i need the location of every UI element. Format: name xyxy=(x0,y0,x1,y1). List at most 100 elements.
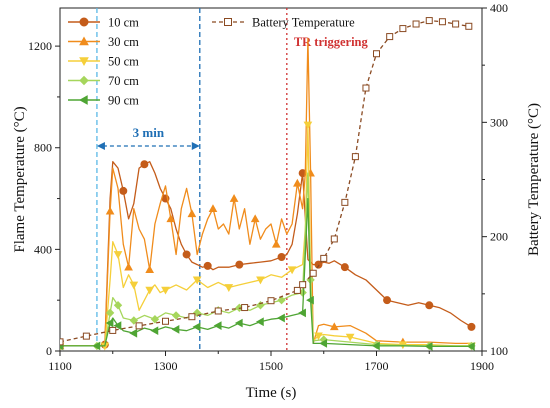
data-point xyxy=(425,301,434,310)
y-left-tick-label: 0 xyxy=(46,344,52,358)
data-point xyxy=(287,266,297,275)
data-point xyxy=(373,50,380,58)
data-point xyxy=(425,17,433,25)
data-point xyxy=(150,315,160,324)
data-point xyxy=(277,252,286,261)
data-point xyxy=(267,297,275,305)
legend-marker xyxy=(79,17,89,27)
x-tick-label: 1900 xyxy=(470,359,494,373)
data-point xyxy=(171,311,181,320)
y-right-tick-label: 400 xyxy=(490,1,508,15)
data-point xyxy=(298,308,306,318)
data-point xyxy=(161,286,170,295)
data-point xyxy=(60,338,64,346)
data-point xyxy=(203,261,212,270)
data-point xyxy=(234,318,243,328)
data-point xyxy=(299,281,307,289)
data-point xyxy=(293,178,302,187)
legend-label: 70 cm xyxy=(108,74,139,88)
data-point xyxy=(162,317,169,325)
data-point xyxy=(113,301,123,310)
data-point xyxy=(412,20,420,28)
data-point xyxy=(277,313,285,323)
data-point xyxy=(124,262,133,271)
data-point xyxy=(424,342,433,351)
data-point xyxy=(129,316,139,325)
legend-label: 10 cm xyxy=(108,16,139,30)
data-point xyxy=(213,321,222,330)
series-1 xyxy=(60,37,472,350)
data-point xyxy=(309,269,317,277)
data-point xyxy=(214,307,222,315)
data-point xyxy=(320,254,328,262)
data-point xyxy=(250,214,260,223)
y-right-tick-label: 200 xyxy=(490,230,508,244)
data-point xyxy=(314,332,323,341)
data-point xyxy=(277,295,286,305)
data-point xyxy=(386,33,394,41)
data-point xyxy=(113,321,122,330)
data-point xyxy=(188,313,196,321)
y-right-axis-title: Battery Temperature (°C) xyxy=(526,103,542,256)
y-left-tick-label: 800 xyxy=(34,141,52,155)
data-point xyxy=(235,260,244,269)
data-point xyxy=(466,342,475,351)
data-point xyxy=(192,308,202,318)
data-point xyxy=(271,239,281,248)
data-point xyxy=(140,160,149,169)
data-point xyxy=(192,322,201,332)
data-point xyxy=(229,194,239,202)
legend-marker xyxy=(224,18,232,26)
legend-marker xyxy=(79,36,89,46)
data-point xyxy=(119,186,128,195)
data-point xyxy=(224,284,234,293)
data-point xyxy=(303,121,313,130)
legend-marker xyxy=(79,75,89,86)
legend-marker xyxy=(79,57,89,67)
data-point xyxy=(351,153,359,161)
series-line-1 xyxy=(60,37,472,347)
data-point xyxy=(105,206,115,215)
data-point xyxy=(105,318,114,328)
x-tick-label: 1700 xyxy=(365,359,389,373)
data-point xyxy=(362,84,370,92)
x-tick-label: 1300 xyxy=(154,359,178,373)
data-point xyxy=(383,296,392,305)
series-4 xyxy=(60,197,475,351)
data-point xyxy=(345,333,355,342)
data-point xyxy=(293,286,301,294)
legend-label: Battery Temperature xyxy=(252,16,355,30)
data-point xyxy=(256,276,265,285)
x-tick-label: 1100 xyxy=(48,359,72,373)
axes: 1100 1300 1500 1700 1900 0 400 800 1200 100 200 300… xyxy=(12,1,542,401)
data-point xyxy=(241,304,249,312)
data-point xyxy=(187,209,197,218)
legend-label: 30 cm xyxy=(108,35,139,49)
series-5 xyxy=(60,17,473,346)
data-point xyxy=(467,322,476,331)
interval-arrow-right-head xyxy=(191,142,200,150)
data-point xyxy=(341,198,349,206)
legend-label: 50 cm xyxy=(108,55,139,69)
x-axis-title: Time (s) xyxy=(246,385,297,401)
data-point xyxy=(192,276,202,285)
series-line-4 xyxy=(60,197,472,348)
data-point xyxy=(109,326,117,334)
y-left-axis-title: Flame Temperature (°C) xyxy=(12,106,28,252)
data-point xyxy=(340,263,349,272)
data-point xyxy=(465,22,473,30)
legend-marker xyxy=(78,95,88,105)
y-right-tick-label: 300 xyxy=(490,115,508,129)
y-right-tick-label: 100 xyxy=(490,344,508,358)
data-point xyxy=(92,341,101,351)
data-point xyxy=(82,332,90,340)
data-point xyxy=(319,339,328,348)
data-point xyxy=(129,281,139,290)
data-point xyxy=(330,235,338,243)
series-line-3 xyxy=(60,172,472,347)
tr-trigger-label: TR triggering xyxy=(294,35,369,49)
annotations: 3 min TR triggering xyxy=(96,8,369,351)
data-point xyxy=(306,295,314,305)
series-2 xyxy=(60,121,476,351)
